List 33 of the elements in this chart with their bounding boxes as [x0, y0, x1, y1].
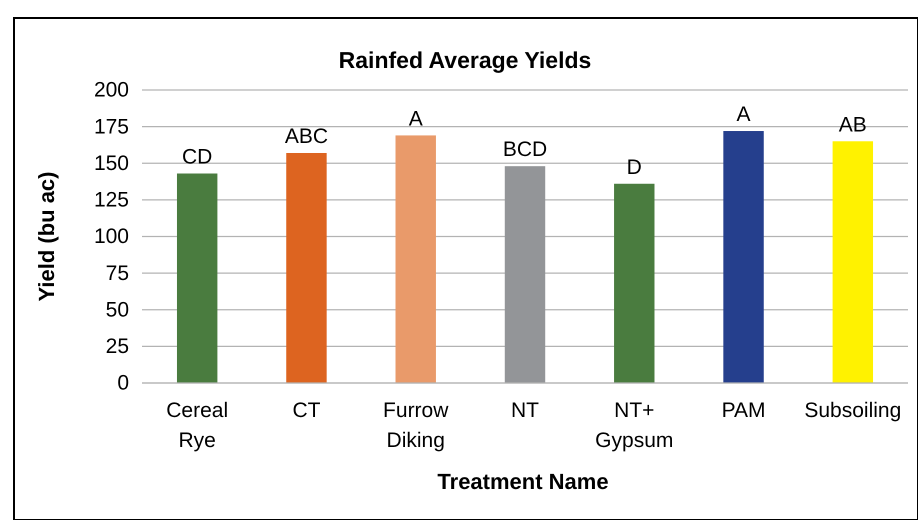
annotation: AB [838, 113, 867, 136]
x-tick-label: NT [511, 399, 540, 422]
y-tick-label: 50 [106, 298, 129, 322]
chart-title: Rainfed Average Yields [338, 47, 592, 73]
x-tick-label: NT+ Gypsum [595, 399, 674, 452]
x-tick-label: Subsoiling [804, 399, 902, 422]
annotation: A [736, 103, 751, 126]
bar [614, 184, 654, 383]
bar [504, 166, 546, 383]
x-tick-label: PAM [722, 399, 766, 422]
y-tick-label: 175 [94, 115, 129, 138]
y-tick-label: 75 [106, 262, 129, 285]
bar [723, 131, 764, 383]
annotation: CD [182, 146, 212, 169]
y-tick-label: 0 [117, 372, 129, 395]
y-tick-label: 125 [94, 188, 129, 212]
bar [176, 174, 218, 383]
x-tick-label: CT [292, 399, 321, 422]
y-tick-label: 25 [106, 335, 129, 358]
bar [832, 141, 874, 383]
bar [286, 152, 327, 383]
bar [396, 135, 436, 383]
annotation: BCD [502, 138, 548, 162]
x-tick-label: Furrow Diking [383, 399, 450, 452]
annotation: ABC [284, 124, 328, 148]
y-tick-label: 200 [94, 78, 129, 102]
annotation: D [626, 156, 642, 179]
x-axis-title: Treatment Name [437, 469, 609, 494]
y-tick-label: 100 [94, 225, 129, 248]
x-tick-label: Cereal Rye [166, 399, 228, 452]
y-axis-title: Yield (bu ac) [34, 172, 59, 302]
annotation: A [408, 107, 423, 130]
y-tick-label: 150 [94, 152, 129, 175]
